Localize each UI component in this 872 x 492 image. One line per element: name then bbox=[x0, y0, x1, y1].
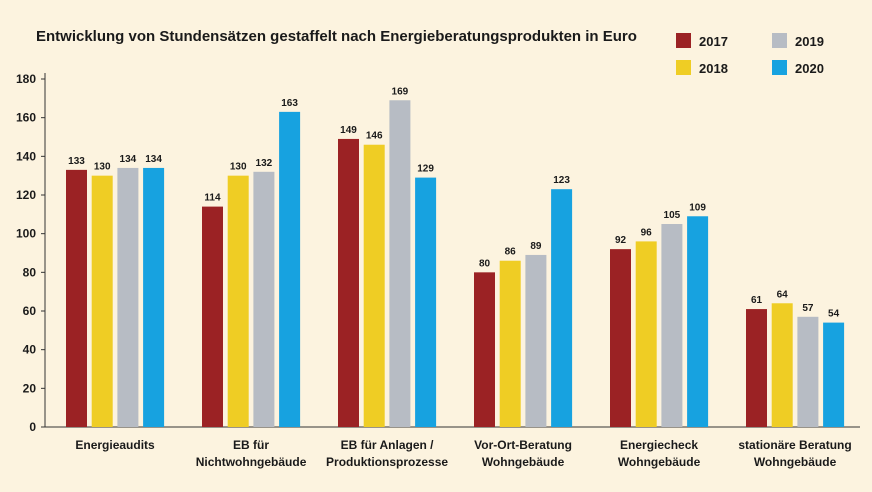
bar-2017 bbox=[338, 138, 359, 427]
bar-2018 bbox=[499, 260, 521, 427]
category-label: Wohngebäude bbox=[618, 455, 701, 469]
data-label: 134 bbox=[145, 154, 162, 165]
y-tick-label: 40 bbox=[23, 343, 37, 357]
data-label: 86 bbox=[505, 247, 517, 258]
data-label: 163 bbox=[281, 98, 298, 109]
y-tick-label: 100 bbox=[16, 227, 36, 241]
bar-2017 bbox=[202, 206, 223, 427]
data-label: 146 bbox=[366, 131, 383, 142]
bar-2019 bbox=[661, 224, 683, 427]
category-label: EB für bbox=[233, 438, 269, 452]
bar-2018 bbox=[91, 175, 113, 427]
data-label: 132 bbox=[256, 158, 273, 169]
bars: 133 114 149 80 92 61 130 130 146 86 96 64 134 132 169 8… bbox=[66, 86, 845, 428]
data-label: 80 bbox=[479, 258, 491, 269]
bar-2020 bbox=[823, 322, 845, 427]
category-label: Wohngebäude bbox=[482, 455, 565, 469]
bar-2019 bbox=[253, 171, 275, 427]
legend-label: 2020 bbox=[795, 61, 824, 76]
data-label: 89 bbox=[530, 241, 542, 252]
bar-2018 bbox=[771, 303, 793, 427]
category-label: Energieaudits bbox=[75, 438, 155, 452]
data-label: 130 bbox=[94, 162, 111, 173]
category-label: Energiecheck bbox=[620, 438, 698, 452]
bar-2018 bbox=[363, 144, 385, 427]
bar-2017 bbox=[474, 272, 495, 427]
legend-swatch-2018 bbox=[676, 60, 691, 75]
bar-2020 bbox=[143, 167, 165, 427]
data-label: 114 bbox=[204, 193, 221, 204]
bar-2018 bbox=[227, 175, 249, 427]
data-label: 123 bbox=[553, 175, 570, 186]
data-label: 134 bbox=[120, 154, 137, 165]
bar-2017 bbox=[66, 169, 87, 427]
category-label: Wohngebäude bbox=[754, 455, 837, 469]
data-label: 133 bbox=[68, 156, 85, 167]
y-tick-label: 160 bbox=[16, 111, 36, 125]
data-label: 96 bbox=[641, 227, 653, 238]
x-axis-labels: Energieaudits EB für Nichtwohngebäude EB fü… bbox=[75, 438, 851, 469]
bar-2019 bbox=[525, 254, 547, 427]
legend-swatch-2020 bbox=[772, 60, 787, 75]
bar-2019 bbox=[797, 316, 819, 427]
data-label: 54 bbox=[828, 309, 840, 320]
category-label: Vor-Ort-Beratung bbox=[474, 438, 572, 452]
bar-2020 bbox=[551, 189, 573, 427]
data-label: 92 bbox=[615, 235, 627, 246]
legend-swatch-2017 bbox=[676, 33, 691, 48]
legend-label: 2019 bbox=[795, 34, 824, 49]
y-tick-label: 20 bbox=[23, 381, 37, 395]
bar-2020 bbox=[279, 111, 301, 427]
y-tick-label: 120 bbox=[16, 188, 36, 202]
data-label: 105 bbox=[664, 210, 681, 221]
legend-swatch-2019 bbox=[772, 33, 787, 48]
bar-2017 bbox=[610, 249, 631, 427]
bar-2020 bbox=[415, 177, 437, 427]
legend: 2017 2018 2019 2020 bbox=[676, 33, 824, 76]
data-label: 61 bbox=[751, 295, 763, 306]
data-label: 169 bbox=[392, 86, 409, 97]
bar-2017 bbox=[746, 309, 767, 427]
y-tick-label: 60 bbox=[23, 304, 37, 318]
legend-label: 2018 bbox=[699, 61, 728, 76]
legend-label: 2017 bbox=[699, 34, 728, 49]
y-tick-label: 80 bbox=[23, 265, 37, 279]
category-label: Produktionsprozesse bbox=[326, 455, 448, 469]
y-tick-label: 180 bbox=[16, 72, 36, 86]
category-label: EB für Anlagen / bbox=[341, 438, 435, 452]
data-label: 149 bbox=[340, 125, 357, 136]
category-label: stationäre Beratung bbox=[738, 438, 851, 452]
bar-2020 bbox=[687, 216, 709, 427]
y-tick-label: 0 bbox=[29, 420, 36, 434]
category-label: Nichtwohngebäude bbox=[196, 455, 307, 469]
bar-2018 bbox=[635, 241, 657, 427]
data-label: 64 bbox=[777, 289, 789, 300]
data-label: 129 bbox=[417, 164, 434, 175]
data-label: 57 bbox=[802, 303, 814, 314]
data-label: 130 bbox=[230, 162, 247, 173]
bar-2019 bbox=[117, 167, 139, 427]
bar-2019 bbox=[389, 100, 411, 428]
y-axis: 0 20 40 60 80 100 120 140 160 180 bbox=[16, 72, 860, 434]
chart-title: Entwicklung von Stundensätzen gestaffelt… bbox=[36, 28, 637, 45]
data-label: 109 bbox=[689, 202, 706, 213]
y-tick-label: 140 bbox=[16, 149, 36, 163]
